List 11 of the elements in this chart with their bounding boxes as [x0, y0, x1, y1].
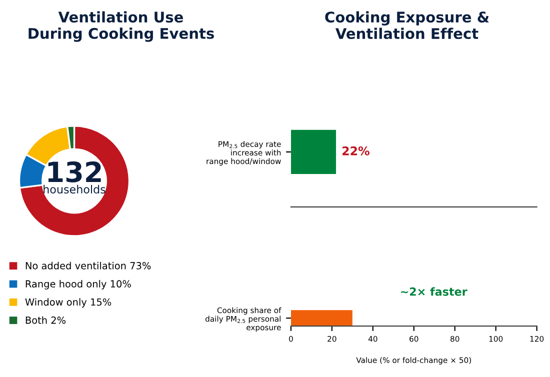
text: households: [44, 184, 106, 194]
legend-label: Both 2%: [26, 316, 66, 324]
text: 132: [48, 161, 101, 182]
legend-label: Window only 15%: [25, 298, 112, 308]
legend-label: Range hood only 10%: [26, 280, 131, 290]
donut-slice: [18, 125, 130, 237]
data-label: 22%: [342, 146, 370, 156]
chart-title: Ventilation Use During Cooking Events: [28, 11, 214, 42]
legend-label: No added ventilation 73%: [26, 262, 151, 270]
text: ~2× faster: [400, 287, 468, 296]
chart-title: Cooking Exposure & Ventilation Effect: [325, 11, 489, 40]
